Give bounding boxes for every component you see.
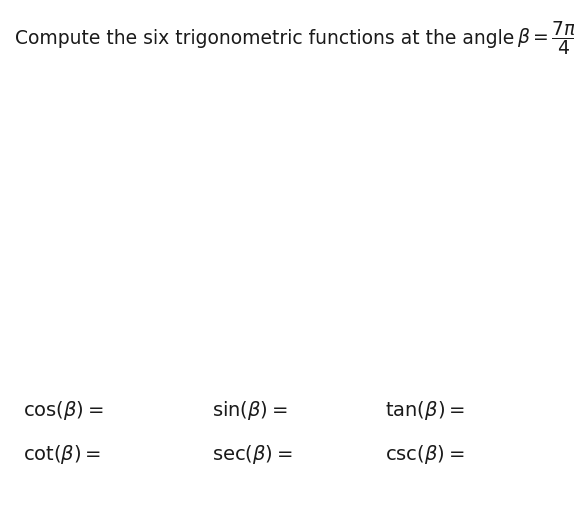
Text: Compute the six trigonometric functions at the angle: Compute the six trigonometric functions … bbox=[15, 29, 520, 48]
Text: $\cos(\beta) =$: $\cos(\beta) =$ bbox=[23, 399, 103, 422]
Text: $\sec(\beta) =$: $\sec(\beta) =$ bbox=[212, 444, 293, 466]
Text: $\csc(\beta) =$: $\csc(\beta) =$ bbox=[385, 444, 464, 466]
Text: $\sin(\beta) =$: $\sin(\beta) =$ bbox=[212, 399, 288, 422]
Text: $\beta = \dfrac{7\pi}{4}$ rad.: $\beta = \dfrac{7\pi}{4}$ rad. bbox=[517, 19, 574, 57]
Text: $\cot(\beta) =$: $\cot(\beta) =$ bbox=[23, 444, 101, 466]
Text: $\tan(\beta) =$: $\tan(\beta) =$ bbox=[385, 399, 464, 422]
